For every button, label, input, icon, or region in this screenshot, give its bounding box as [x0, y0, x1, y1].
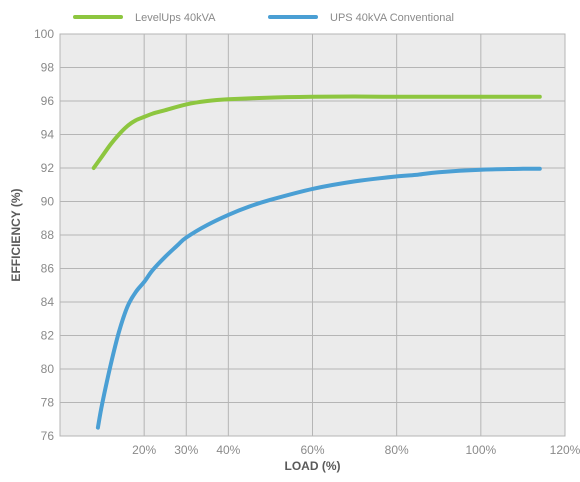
series-line-2 — [95, 166, 542, 430]
y-tick-label: 90 — [41, 195, 55, 209]
legend-label-1: LevelUps 40kVA — [135, 12, 216, 24]
x-tick-label: 30% — [174, 443, 198, 457]
y-tick-label: 96 — [41, 94, 55, 108]
x-tick-label: 20% — [132, 443, 156, 457]
y-tick-label: 98 — [41, 61, 55, 75]
y-tick-label: 78 — [41, 396, 55, 410]
series-line-1 — [91, 94, 542, 170]
x-tick-label: 80% — [385, 443, 409, 457]
y-tick-label: 82 — [41, 329, 55, 343]
x-tick-label: 100% — [465, 443, 496, 457]
x-axis-ticks: 20% 30% 40% 60% 80% 100% 120% — [132, 443, 580, 457]
grid-lines — [59, 33, 566, 437]
y-axis-ticks: 76 78 80 82 84 86 88 90 92 94 96 98 100 — [34, 27, 54, 443]
y-tick-label: 86 — [41, 262, 55, 276]
x-axis-title: LOAD (%) — [285, 459, 341, 473]
y-axis-title: EFFICIENCY (%) — [9, 188, 23, 281]
series-lines — [91, 94, 542, 430]
y-tick-label: 80 — [41, 362, 55, 376]
legend-label-2: UPS 40kVA Conventional — [330, 12, 454, 24]
x-tick-label: 60% — [300, 443, 324, 457]
y-tick-label: 76 — [41, 429, 55, 443]
x-tick-label: 40% — [216, 443, 240, 457]
x-tick-label: 120% — [550, 443, 580, 457]
y-tick-label: 100 — [34, 27, 54, 41]
y-tick-label: 92 — [41, 161, 55, 175]
y-tick-label: 88 — [41, 228, 55, 242]
legend: LevelUps 40kVA UPS 40kVA Conventional — [73, 12, 454, 24]
plot-border — [59, 33, 566, 437]
y-tick-label: 94 — [41, 128, 55, 142]
y-tick-label: 84 — [41, 295, 55, 309]
